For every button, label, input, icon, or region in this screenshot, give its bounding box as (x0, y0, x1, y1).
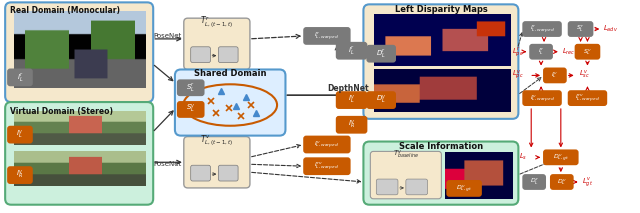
FancyBboxPatch shape (406, 179, 428, 195)
FancyBboxPatch shape (336, 91, 367, 109)
FancyBboxPatch shape (5, 102, 153, 205)
FancyBboxPatch shape (5, 2, 153, 102)
FancyBboxPatch shape (177, 79, 205, 96)
FancyBboxPatch shape (376, 179, 398, 195)
Text: PoseNet: PoseNet (153, 161, 181, 167)
FancyBboxPatch shape (303, 157, 351, 175)
Text: $I_R^v$: $I_R^v$ (16, 169, 24, 181)
Text: $D_L^v$: $D_L^v$ (376, 94, 387, 106)
Text: $I^{rv}_{L,warped}$: $I^{rv}_{L,warped}$ (314, 160, 339, 172)
FancyBboxPatch shape (568, 21, 593, 37)
FancyBboxPatch shape (543, 150, 579, 165)
Text: $D^v_{L,gt}$: $D^v_{L,gt}$ (456, 183, 472, 194)
Text: $L^v_{pc}$: $L^v_{pc}$ (511, 69, 524, 82)
Text: $D_L^v$: $D_L^v$ (557, 177, 567, 187)
FancyBboxPatch shape (175, 69, 285, 136)
FancyBboxPatch shape (303, 136, 351, 153)
FancyBboxPatch shape (522, 174, 546, 190)
FancyBboxPatch shape (550, 174, 573, 190)
Text: $S_L^r$: $S_L^r$ (577, 24, 585, 34)
Text: $I_L^r$: $I_L^r$ (538, 46, 544, 57)
Text: $I^r_{L,warped}$: $I^r_{L,warped}$ (314, 30, 339, 42)
Text: $I_L^r$: $I_L^r$ (348, 45, 355, 57)
FancyBboxPatch shape (7, 166, 33, 184)
Text: $T^v_{baseline}$: $T^v_{baseline}$ (392, 149, 419, 161)
FancyBboxPatch shape (575, 44, 600, 60)
Text: $S_L^r$: $S_L^r$ (186, 82, 195, 94)
FancyBboxPatch shape (336, 116, 367, 134)
Text: $I^v_{L,warped}$: $I^v_{L,warped}$ (314, 139, 339, 150)
FancyBboxPatch shape (184, 18, 250, 69)
FancyBboxPatch shape (364, 141, 518, 205)
FancyBboxPatch shape (303, 27, 351, 45)
Text: $I^r_{L,warped}$: $I^r_{L,warped}$ (530, 23, 554, 35)
Text: Scale Information: Scale Information (399, 142, 483, 151)
FancyBboxPatch shape (218, 165, 238, 181)
FancyBboxPatch shape (184, 137, 250, 188)
Text: $S_L^v$: $S_L^v$ (186, 104, 196, 115)
Text: $T^v_{L,(t-1,t)}$: $T^v_{L,(t-1,t)}$ (200, 133, 233, 148)
Text: $T^r_{L,(t-1,t)}$: $T^r_{L,(t-1,t)}$ (200, 14, 233, 30)
FancyBboxPatch shape (371, 151, 442, 199)
FancyBboxPatch shape (366, 91, 396, 109)
FancyBboxPatch shape (364, 4, 518, 119)
FancyBboxPatch shape (336, 42, 367, 60)
FancyBboxPatch shape (191, 47, 211, 63)
Text: $I^{rv}_{L,warped}$: $I^{rv}_{L,warped}$ (575, 92, 600, 104)
Text: $L_s$: $L_s$ (519, 152, 527, 163)
Text: $I_L^r$: $I_L^r$ (17, 71, 23, 83)
Text: DepthNet: DepthNet (327, 84, 369, 93)
Text: $L_{rec}$: $L_{rec}$ (562, 47, 575, 57)
Text: $L^v_{gt}$: $L^v_{gt}$ (582, 175, 593, 189)
FancyBboxPatch shape (218, 47, 238, 63)
Text: $S_L^v$: $S_L^v$ (583, 47, 592, 57)
FancyBboxPatch shape (543, 68, 567, 83)
FancyBboxPatch shape (7, 69, 33, 86)
FancyBboxPatch shape (7, 126, 33, 144)
Text: Shared Domain: Shared Domain (194, 69, 266, 78)
Text: $L^r_{pc}$: $L^r_{pc}$ (511, 45, 524, 59)
FancyBboxPatch shape (568, 90, 607, 106)
FancyBboxPatch shape (191, 165, 211, 181)
Text: $I_R^v$: $I_R^v$ (348, 119, 355, 131)
Text: $L^v_{sc}$: $L^v_{sc}$ (579, 69, 590, 81)
Text: PoseNet: PoseNet (153, 33, 181, 39)
FancyBboxPatch shape (446, 180, 482, 197)
FancyBboxPatch shape (522, 21, 562, 37)
Text: $L_{adv}$: $L_{adv}$ (603, 24, 618, 34)
Text: Left Disparity Maps: Left Disparity Maps (395, 5, 488, 14)
Text: Real Domain (Monocular): Real Domain (Monocular) (10, 6, 120, 15)
Text: Virtual Domain (Stereo): Virtual Domain (Stereo) (10, 107, 113, 116)
Text: $I^v_{L,warped}$: $I^v_{L,warped}$ (530, 93, 554, 104)
FancyBboxPatch shape (366, 45, 396, 63)
FancyBboxPatch shape (529, 44, 553, 60)
Text: $I_L^v$: $I_L^v$ (348, 94, 355, 106)
FancyBboxPatch shape (177, 101, 205, 118)
Text: $D_L^r$: $D_L^r$ (376, 47, 387, 60)
FancyBboxPatch shape (522, 90, 562, 106)
Text: $D^v_{L,gt}$: $D^v_{L,gt}$ (553, 152, 569, 163)
Text: $I_L^v$: $I_L^v$ (16, 129, 24, 141)
Text: $D_L^r$: $D_L^r$ (529, 177, 539, 187)
Text: $I_L^v$: $I_L^v$ (552, 71, 558, 80)
